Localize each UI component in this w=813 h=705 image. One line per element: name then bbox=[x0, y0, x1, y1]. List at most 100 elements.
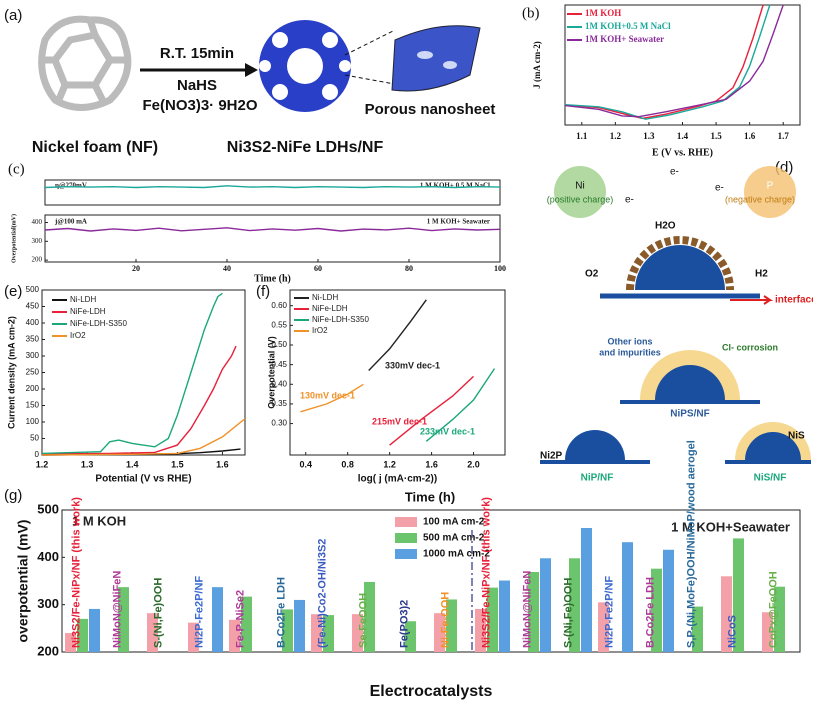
bar bbox=[212, 587, 223, 652]
y-tick-label: 450 bbox=[26, 302, 40, 311]
x-tick-label: 1.3 bbox=[643, 131, 655, 141]
catalyst-shell bbox=[626, 236, 734, 291]
caption: NiS bbox=[788, 431, 805, 442]
x-tick-label: 1.2 bbox=[383, 459, 396, 469]
plot-frame bbox=[44, 214, 501, 263]
x-tick-label: 1.6 bbox=[425, 459, 438, 469]
panel-label: (g) bbox=[4, 487, 22, 504]
atom-note: (positive charge) bbox=[547, 194, 614, 204]
line bbox=[425, 368, 496, 442]
bar bbox=[89, 608, 100, 652]
y-tick-label: 100 bbox=[26, 417, 40, 426]
x-tick-label: 1.6 bbox=[744, 131, 756, 141]
bar bbox=[241, 596, 252, 652]
atom-label: P bbox=[767, 181, 774, 192]
bar bbox=[405, 621, 416, 652]
panel-label: (f) bbox=[256, 283, 270, 300]
atom-label: Ni bbox=[575, 181, 584, 192]
x-tick-label: 1.2 bbox=[610, 131, 622, 141]
y-axis-label: Overpotential(mV) bbox=[10, 214, 17, 263]
bar bbox=[475, 608, 486, 652]
ni-atom bbox=[554, 166, 606, 218]
x-tick-label: B-Co2Fe LDH bbox=[644, 577, 656, 648]
annotation: 1 M KOH+ Seawater bbox=[427, 218, 490, 226]
y-tick-label: 0.30 bbox=[271, 419, 287, 428]
x-tick-label: B-Co2Fe LDH bbox=[275, 577, 287, 648]
electron: e- bbox=[670, 167, 679, 178]
x-tick-label: Ni2P-Fe2P/NF bbox=[603, 576, 615, 648]
catalyst-dome bbox=[745, 432, 801, 460]
bar bbox=[77, 618, 88, 652]
x-tick-label: NiMoN@NiFeN bbox=[111, 571, 123, 648]
bar bbox=[282, 609, 293, 652]
y-tick-label: 50 bbox=[30, 434, 39, 443]
legend-label: Ni-LDH bbox=[70, 295, 96, 304]
x-axis-label: E (V vs. RHE) bbox=[652, 147, 713, 158]
x-tick-label: 40 bbox=[223, 264, 231, 273]
bar bbox=[323, 615, 334, 652]
y-tick-label: 500 bbox=[26, 285, 40, 294]
bar bbox=[294, 599, 305, 652]
step: R.T. 15min bbox=[160, 45, 234, 62]
catalyst-dome bbox=[655, 365, 725, 400]
panel-label: (b) bbox=[522, 5, 540, 21]
bar bbox=[622, 542, 633, 652]
legend-label: NiFe-LDH bbox=[312, 304, 348, 313]
panel-label: (e) bbox=[4, 283, 22, 300]
bar bbox=[364, 581, 375, 652]
y-tick-label: 250 bbox=[26, 368, 40, 377]
bar bbox=[774, 586, 785, 652]
legend-swatch bbox=[395, 517, 417, 527]
x-tick-label: NiCoS bbox=[726, 615, 738, 648]
line bbox=[368, 299, 427, 371]
bar bbox=[692, 606, 703, 652]
legend-label: NiFe-LDH bbox=[70, 307, 106, 316]
line bbox=[41, 292, 223, 455]
x-tick-label: CoPx@FeOOH bbox=[767, 571, 779, 648]
arrow-head bbox=[245, 63, 258, 77]
molecule: H2O bbox=[655, 221, 676, 232]
legend-label: NiFe-LDH-S350 bbox=[312, 315, 369, 324]
molecule: H2 bbox=[755, 269, 768, 280]
panel-a: (a) R.T. 15min NaHS Fe(NO3)3· 9H2O Porou… bbox=[4, 7, 495, 156]
annotation: 233mV dec-1 bbox=[420, 426, 475, 436]
bar bbox=[147, 613, 158, 652]
nickel-foam bbox=[38, 15, 132, 111]
x-tick-label: 1.4 bbox=[677, 131, 689, 141]
catalyst-dome bbox=[635, 245, 725, 290]
stray-axis-label: Time (h) bbox=[405, 489, 455, 504]
p-atom bbox=[744, 166, 796, 218]
y-tick-label: 200 bbox=[37, 643, 59, 658]
reagent: Fe(NO3)3· 9H2O bbox=[142, 97, 257, 114]
bar bbox=[499, 580, 510, 652]
line bbox=[41, 418, 246, 456]
bar bbox=[229, 619, 240, 652]
panel-d: (d) Ni (positive charge) P (negative cha… bbox=[540, 159, 813, 484]
line bbox=[564, 4, 784, 118]
x-tick-label: 1.2 bbox=[36, 459, 49, 469]
caption: and impurities bbox=[599, 347, 661, 357]
legend-label: IrO2 bbox=[312, 326, 328, 335]
legend-label: 1M KOH+ Seawater bbox=[585, 34, 664, 44]
x-axis-label: Potential (V vs RHE) bbox=[95, 474, 191, 485]
x-tick-label: Fe(PO3)2 bbox=[398, 600, 410, 648]
bar bbox=[118, 587, 129, 652]
x-tick-label: 1.4 bbox=[126, 459, 139, 469]
y-tick-label: 0.55 bbox=[271, 320, 287, 329]
x-tick-label: 0.8 bbox=[341, 459, 354, 469]
x-tick-label: 60 bbox=[314, 264, 322, 273]
legend-label: NiFe-LDH-S350 bbox=[70, 319, 127, 328]
y-axis-label: J (mA cm-2) bbox=[532, 41, 542, 88]
interface-arrow bbox=[730, 295, 774, 305]
y-tick-label: 300 bbox=[26, 351, 40, 360]
y-tick-label: 300 bbox=[32, 237, 43, 245]
x-tick-label: 2.0 bbox=[467, 459, 480, 469]
bar bbox=[188, 622, 199, 652]
x-tick-label: 1.7 bbox=[778, 131, 790, 141]
y-tick-label: 0 bbox=[35, 450, 40, 459]
interface-label: interface bbox=[775, 295, 813, 306]
x-tick-label: 20 bbox=[132, 264, 140, 273]
caption: Other ions bbox=[607, 336, 652, 346]
y-tick-label: 400 bbox=[26, 318, 40, 327]
y-tick-label: 0.60 bbox=[271, 301, 287, 310]
